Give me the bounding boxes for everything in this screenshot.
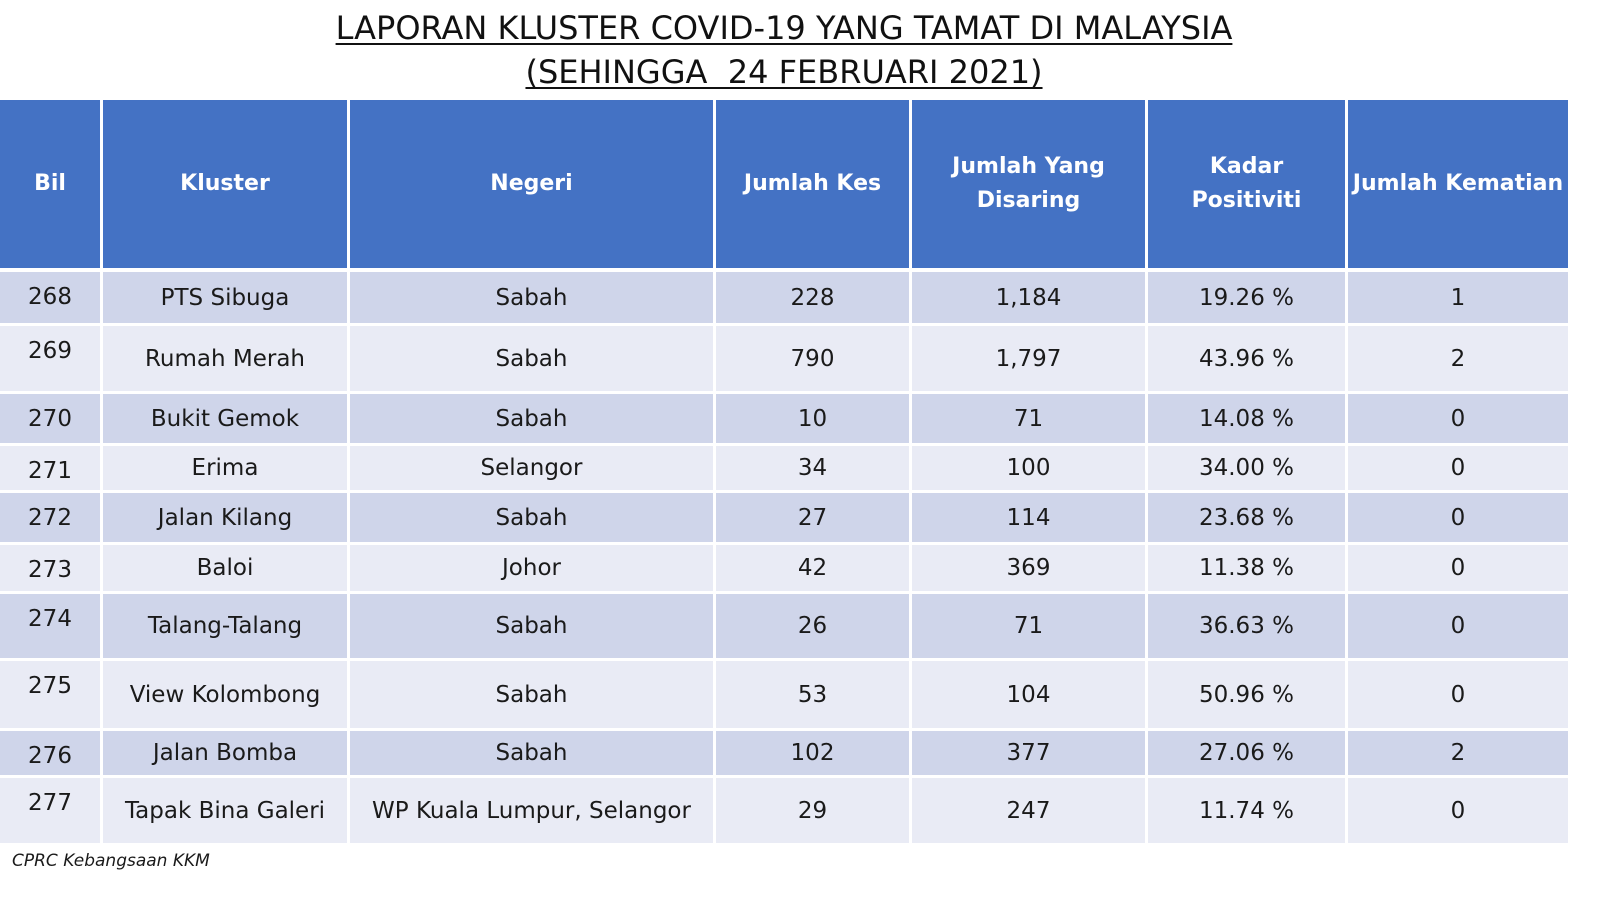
cell-kadar-positiviti: 34.00 % [1148,446,1348,493]
cell-negeri: Johor [350,545,716,594]
cell-kluster: Rumah Merah [103,326,350,394]
header-jumlah-disaring-line2: Disaring [976,188,1081,213]
title-line-1: LAPORAN KLUSTER COVID-19 YANG TAMAT DI M… [335,9,1233,47]
cell-jumlah-disaring: 104 [912,661,1148,731]
cluster-table: Bil Kluster Negeri Jumlah Kes Jumlah Yan… [0,100,1568,846]
cell-kluster: Talang-Talang [103,594,350,661]
header-kadar-positiviti: Kadar Positiviti [1148,100,1348,272]
table-row: 277 Tapak Bina Galeri WP Kuala Lumpur, S… [0,778,1568,846]
cell-bil: 273 [0,545,103,594]
cell-kluster: Jalan Bomba [103,731,350,778]
table-row: 274 Talang-Talang Sabah 26 71 36.63 % 0 [0,594,1568,661]
cell-jumlah-disaring: 377 [912,731,1148,778]
header-jumlah-disaring-line1: Jumlah Yang [952,154,1105,179]
cell-bil: 276 [0,731,103,778]
cell-jumlah-kes: 26 [716,594,912,661]
cell-negeri: Sabah [350,272,716,326]
cell-kadar-positiviti: 19.26 % [1148,272,1348,326]
cell-kadar-positiviti: 23.68 % [1148,493,1348,545]
cell-jumlah-kes: 10 [716,394,912,446]
cell-jumlah-disaring: 71 [912,594,1148,661]
table-row: 269 Rumah Merah Sabah 790 1,797 43.96 % … [0,326,1568,394]
cell-kadar-positiviti: 50.96 % [1148,661,1348,731]
cell-kluster: Tapak Bina Galeri [103,778,350,846]
table-header-row: Bil Kluster Negeri Jumlah Kes Jumlah Yan… [0,100,1568,272]
table-row: 273 Baloi Johor 42 369 11.38 % 0 [0,545,1568,594]
cell-kluster: Jalan Kilang [103,493,350,545]
table-row: 275 View Kolombong Sabah 53 104 50.96 % … [0,661,1568,731]
cell-bil: 277 [0,778,103,846]
header-negeri: Negeri [350,100,716,272]
cell-jumlah-kes: 27 [716,493,912,545]
cell-jumlah-disaring: 247 [912,778,1148,846]
cell-bil: 270 [0,394,103,446]
cell-negeri: Sabah [350,731,716,778]
cell-jumlah-disaring: 114 [912,493,1148,545]
cell-kluster: PTS Sibuga [103,272,350,326]
table-row: 276 Jalan Bomba Sabah 102 377 27.06 % 2 [0,731,1568,778]
table-row: 272 Jalan Kilang Sabah 27 114 23.68 % 0 [0,493,1568,545]
table-row: 271 Erima Selangor 34 100 34.00 % 0 [0,446,1568,493]
cell-bil: 269 [0,326,103,394]
cell-negeri: Sabah [350,326,716,394]
cell-jumlah-disaring: 100 [912,446,1148,493]
title-line-2: (SEHINGGA 24 FEBRUARI 2021) [525,53,1043,91]
cell-kadar-positiviti: 43.96 % [1148,326,1348,394]
cell-jumlah-kes: 34 [716,446,912,493]
table-row: 268 PTS Sibuga Sabah 228 1,184 19.26 % 1 [0,272,1568,326]
cell-kadar-positiviti: 11.38 % [1148,545,1348,594]
cell-jumlah-kes: 790 [716,326,912,394]
cell-kluster: Erima [103,446,350,493]
cell-bil: 274 [0,594,103,661]
header-kluster: Kluster [103,100,350,272]
cell-bil: 275 [0,661,103,731]
cell-bil: 268 [0,272,103,326]
cell-negeri: Sabah [350,661,716,731]
cell-kluster: Bukit Gemok [103,394,350,446]
cell-negeri: Selangor [350,446,716,493]
cell-jumlah-disaring: 1,184 [912,272,1148,326]
cell-kadar-positiviti: 11.74 % [1148,778,1348,846]
cell-jumlah-kes: 228 [716,272,912,326]
cell-jumlah-kematian: 0 [1348,493,1568,545]
cell-jumlah-kematian: 0 [1348,661,1568,731]
cell-jumlah-kematian: 0 [1348,545,1568,594]
cell-jumlah-disaring: 369 [912,545,1148,594]
cell-jumlah-kematian: 0 [1348,778,1568,846]
source-note: CPRC Kebangsaan KKM [12,851,210,871]
cell-jumlah-kematian: 0 [1348,446,1568,493]
cell-jumlah-kes: 53 [716,661,912,731]
cell-jumlah-kes: 102 [716,731,912,778]
cell-kadar-positiviti: 14.08 % [1148,394,1348,446]
header-jumlah-disaring: Jumlah Yang Disaring [912,100,1148,272]
cell-kluster: Baloi [103,545,350,594]
cell-bil: 271 [0,446,103,493]
cell-kluster: View Kolombong [103,661,350,731]
cell-kadar-positiviti: 36.63 % [1148,594,1348,661]
cell-jumlah-disaring: 1,797 [912,326,1148,394]
cell-jumlah-disaring: 71 [912,394,1148,446]
header-jumlah-kes: Jumlah Kes [716,100,912,272]
cell-jumlah-kes: 42 [716,545,912,594]
cell-kadar-positiviti: 27.06 % [1148,731,1348,778]
cell-jumlah-kematian: 2 [1348,731,1568,778]
header-jumlah-kematian: Jumlah Kematian [1348,100,1568,272]
cell-negeri: Sabah [350,394,716,446]
cell-bil: 272 [0,493,103,545]
cell-jumlah-kes: 29 [716,778,912,846]
report-title: LAPORAN KLUSTER COVID-19 YANG TAMAT DI M… [0,6,1568,94]
cell-jumlah-kematian: 1 [1348,272,1568,326]
cell-jumlah-kematian: 2 [1348,326,1568,394]
table-row: 270 Bukit Gemok Sabah 10 71 14.08 % 0 [0,394,1568,446]
cell-negeri: Sabah [350,594,716,661]
cell-negeri: WP Kuala Lumpur, Selangor [350,778,716,846]
cell-negeri: Sabah [350,493,716,545]
cell-jumlah-kematian: 0 [1348,594,1568,661]
cell-jumlah-kematian: 0 [1348,394,1568,446]
header-bil: Bil [0,100,103,272]
